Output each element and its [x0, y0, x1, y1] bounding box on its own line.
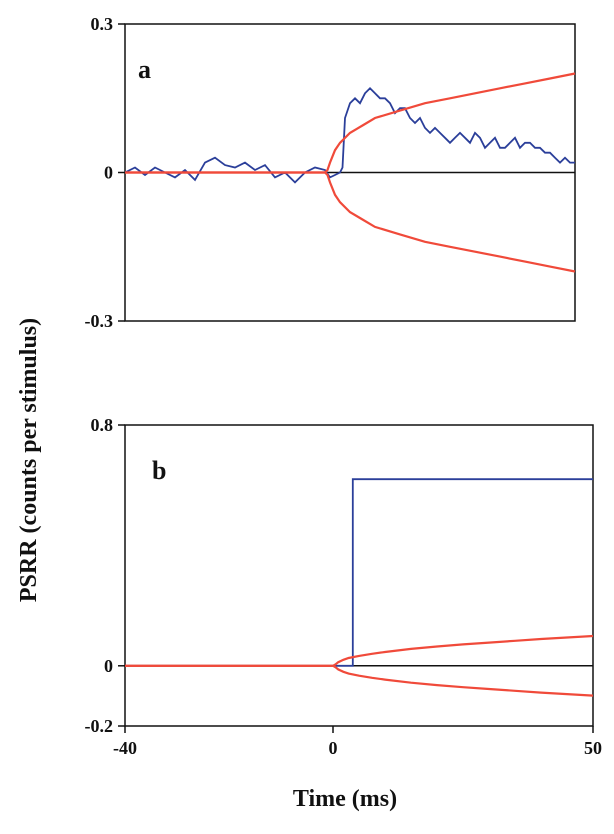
panel-a-ytick-label: 0: [104, 163, 113, 183]
panel-b-bound-upper-line: [125, 634, 594, 667]
panel-b-ytick-label: -0.2: [85, 716, 114, 736]
panel-b-ytick-label: 0.8: [91, 415, 114, 435]
panel-b-frame: [124, 424, 594, 727]
panel-b-xtick-label: 50: [584, 738, 602, 758]
panel-a-label: a: [138, 55, 151, 84]
panel-b-label: b: [152, 456, 166, 485]
panel-b-response-line: [125, 478, 593, 667]
panel-b-xtick-label: -40: [113, 738, 137, 758]
x-axis-title: Time (ms): [293, 786, 397, 812]
panel-b-ytick-label: 0: [104, 656, 113, 676]
panel-a-bound-lower-line: [125, 171, 576, 273]
y-axis-title: PSRR (counts per stimulus): [16, 318, 42, 602]
panel-a-bound-upper-line: [125, 72, 576, 174]
panel-a-ytick-label: -0.3: [85, 311, 114, 331]
panel-b-xtick-label: 0: [329, 738, 338, 758]
panel-b-bound-lower-line: [125, 664, 594, 697]
panel-a: a 0.3 0 -0.3: [85, 14, 576, 331]
panel-b: b 0.8 0 -0.2-40 0 50: [85, 415, 603, 758]
panel-a-response-line: [124, 87, 575, 184]
panel-a-ytick-label: 0.3: [91, 14, 114, 34]
